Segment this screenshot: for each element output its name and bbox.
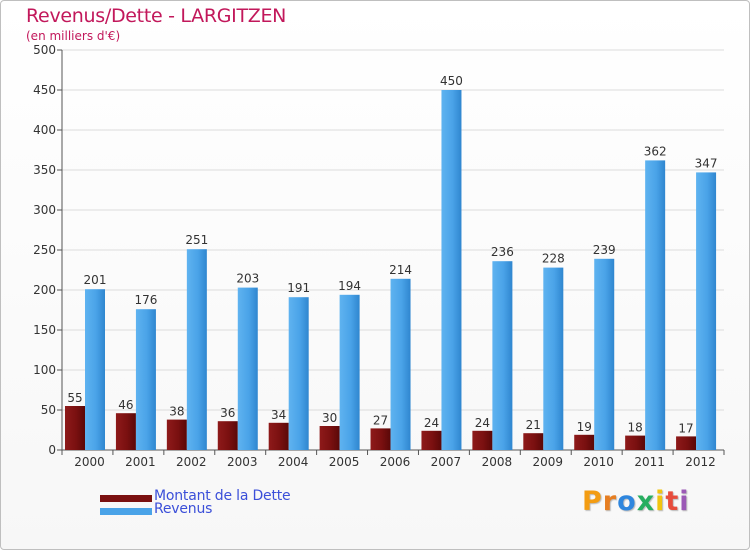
bar-revenus-2003 xyxy=(237,287,258,450)
x-tick-label-2006: 2006 xyxy=(380,455,411,469)
logo-letter: i xyxy=(679,486,690,517)
bar-revenus-2008 xyxy=(492,261,513,450)
y-tick-label: 350 xyxy=(33,163,56,177)
bar-revenus-2012 xyxy=(696,172,717,450)
bar-dette-2005 xyxy=(319,426,340,450)
y-tick-label: 450 xyxy=(33,83,56,97)
data-label-revenus-2010: 239 xyxy=(593,243,616,257)
data-label-dette-2012: 17 xyxy=(678,421,693,435)
data-label-dette-2000: 55 xyxy=(67,391,82,405)
data-label-revenus-2008: 236 xyxy=(491,245,514,259)
data-label-dette-2011: 18 xyxy=(628,421,643,435)
bar-dette-2007 xyxy=(421,430,442,450)
bar-dette-2002 xyxy=(166,419,187,450)
bar-revenus-2011 xyxy=(645,160,666,450)
bar-dette-2011 xyxy=(625,435,646,450)
x-tick-label-2000: 2000 xyxy=(74,455,105,469)
chart-title: Revenus/Dette - LARGITZEN xyxy=(26,5,287,27)
y-tick-label: 200 xyxy=(33,283,56,297)
y-tick-label: 150 xyxy=(33,323,56,337)
data-label-revenus-2009: 228 xyxy=(542,252,565,266)
bar-revenus-2009 xyxy=(543,267,564,450)
bar-revenus-2010 xyxy=(594,258,615,450)
bar-dette-2008 xyxy=(472,430,493,450)
logo-letter: o xyxy=(617,486,637,517)
x-tick-label-2008: 2008 xyxy=(482,455,513,469)
data-label-revenus-2004: 191 xyxy=(287,281,310,295)
x-tick-label-2011: 2011 xyxy=(634,455,665,469)
legend-label-revenus: Revenus xyxy=(154,501,213,517)
data-label-revenus-2012: 347 xyxy=(695,156,718,170)
data-label-revenus-2006: 214 xyxy=(389,263,412,277)
data-label-revenus-2005: 194 xyxy=(338,279,361,293)
bar-dette-2006 xyxy=(370,428,391,450)
legend-swatch-revenus xyxy=(100,508,152,515)
data-label-revenus-2000: 201 xyxy=(84,273,107,287)
data-label-revenus-2011: 362 xyxy=(644,144,667,158)
x-tick-label-2012: 2012 xyxy=(685,455,716,469)
data-label-revenus-2003: 203 xyxy=(236,272,259,286)
y-tick-label: 250 xyxy=(33,243,56,257)
x-tick-label-2005: 2005 xyxy=(329,455,360,469)
bar-dette-2010 xyxy=(574,434,595,450)
y-tick-label: 0 xyxy=(48,443,56,457)
logo-letter: r xyxy=(602,486,618,517)
data-label-dette-2001: 46 xyxy=(118,398,133,412)
legend-label-dette: Montant de la Dette xyxy=(154,488,291,504)
data-label-dette-2002: 38 xyxy=(169,405,184,419)
bar-dette-2009 xyxy=(523,433,544,450)
bar-revenus-2002 xyxy=(186,249,207,450)
data-label-dette-2003: 36 xyxy=(220,406,235,420)
data-label-dette-2007: 24 xyxy=(424,416,439,430)
bar-revenus-2007 xyxy=(441,90,462,450)
data-label-dette-2004: 34 xyxy=(271,408,286,422)
bar-dette-2000 xyxy=(65,406,85,450)
bar-revenus-2004 xyxy=(288,297,309,450)
y-tick-label: 500 xyxy=(33,43,56,57)
logo-letter: t xyxy=(665,486,680,517)
bar-revenus-2001 xyxy=(135,309,156,450)
logo-letter: i xyxy=(655,486,666,517)
bar-revenus-2006 xyxy=(390,278,411,450)
y-tick-label: 300 xyxy=(33,203,56,217)
x-tick-label-2001: 2001 xyxy=(125,455,156,469)
x-tick-label-2007: 2007 xyxy=(431,455,462,469)
data-label-dette-2006: 27 xyxy=(373,413,388,427)
data-label-dette-2008: 24 xyxy=(475,416,490,430)
bar-revenus-2000 xyxy=(85,289,105,450)
data-label-dette-2005: 30 xyxy=(322,411,337,425)
data-label-revenus-2002: 251 xyxy=(185,233,208,247)
bar-revenus-2005 xyxy=(339,294,360,450)
y-tick-label: 100 xyxy=(33,363,56,377)
bar-dette-2001 xyxy=(115,413,136,450)
chart-subtitle: (en milliers d'€) xyxy=(26,29,121,43)
logo-letter: P xyxy=(582,486,603,517)
x-tick-label-2009: 2009 xyxy=(532,455,563,469)
x-tick-label-2010: 2010 xyxy=(583,455,614,469)
data-label-dette-2010: 19 xyxy=(577,420,592,434)
y-tick-label: 400 xyxy=(33,123,56,137)
data-label-revenus-2001: 176 xyxy=(134,293,157,307)
data-label-dette-2009: 21 xyxy=(526,418,541,432)
proxiti-logo: Proxiti xyxy=(582,486,690,517)
x-tick-label-2004: 2004 xyxy=(278,455,309,469)
x-tick-label-2003: 2003 xyxy=(227,455,258,469)
legend-swatch-dette xyxy=(100,495,152,502)
logo-letter: x xyxy=(636,486,656,517)
y-tick-label: 50 xyxy=(41,403,56,417)
x-tick-label-2002: 2002 xyxy=(176,455,207,469)
bar-dette-2012 xyxy=(676,436,697,450)
bar-dette-2003 xyxy=(217,421,238,450)
data-label-revenus-2007: 450 xyxy=(440,74,463,88)
bar-dette-2004 xyxy=(268,422,289,450)
